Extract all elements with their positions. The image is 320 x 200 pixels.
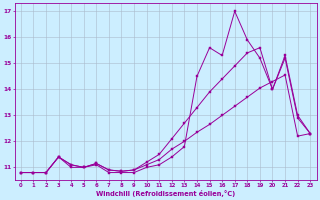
- X-axis label: Windchill (Refroidissement éolien,°C): Windchill (Refroidissement éolien,°C): [96, 190, 235, 197]
